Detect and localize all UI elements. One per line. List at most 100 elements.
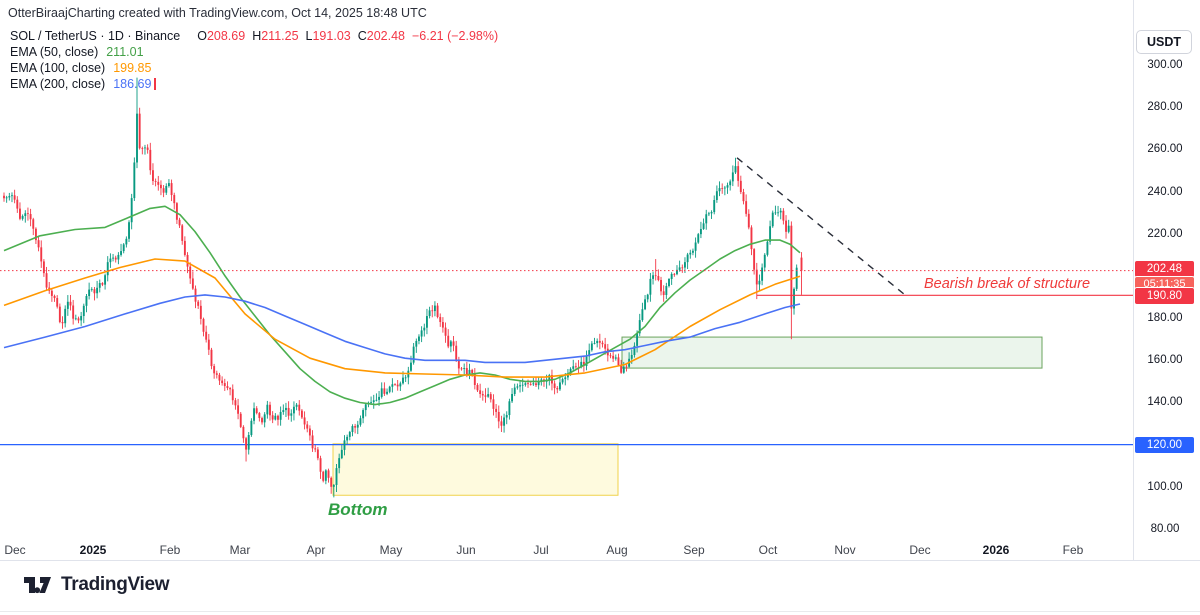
candle-body: [790, 225, 793, 309]
candle-body: [657, 276, 660, 280]
candle-body: [521, 384, 524, 386]
price-tick-label: 280.00: [1147, 101, 1183, 114]
candle-body: [29, 214, 32, 220]
indicator-row-ema50[interactable]: EMA (50, close) 211.01: [10, 45, 498, 61]
bearish-break-annotation[interactable]: Bearish break of structure: [923, 276, 1091, 292]
ema200-label[interactable]: EMA (200, close): [10, 77, 106, 92]
bottom-annotation[interactable]: Bottom: [328, 500, 388, 519]
candle-body: [800, 257, 803, 271]
candle-body: [431, 310, 434, 312]
ohlc-key: H: [252, 29, 262, 43]
ohlc-value: 211.25: [261, 29, 299, 43]
ema-200-line[interactable]: [3, 294, 801, 364]
candle-body: [53, 295, 56, 299]
candle-body: [511, 393, 514, 402]
candle-body: [787, 225, 790, 232]
candle-body: [423, 327, 426, 331]
candle-body: [50, 290, 53, 296]
candle-body: [697, 234, 700, 243]
candle-body: [644, 299, 647, 310]
candle-body: [167, 183, 170, 187]
candle-body: [159, 184, 162, 189]
candle-body: [101, 283, 104, 285]
candle-body: [202, 318, 205, 332]
candle-body: [266, 404, 269, 415]
indicator-row-ema200[interactable]: EMA (200, close) 186.69: [10, 77, 498, 93]
candle-body: [505, 415, 508, 418]
symbol-title[interactable]: SOL / TetherUS · 1D · Binance: [10, 29, 181, 43]
candle-body: [795, 267, 798, 289]
candle-body: [793, 288, 795, 309]
candle-body: [109, 258, 112, 263]
candle-body: [74, 318, 77, 320]
candle-body: [574, 366, 577, 368]
candle-body: [420, 330, 423, 337]
candle-body: [34, 228, 37, 241]
bearish-trendline[interactable]: [736, 157, 906, 296]
candle-body: [676, 269, 678, 275]
candle-body: [96, 287, 99, 294]
candle-body: [572, 366, 575, 369]
candle-body: [673, 273, 676, 275]
candle-body: [388, 386, 391, 392]
tradingview-logo[interactable]: TradingView: [22, 572, 170, 598]
time-axis-month-label: Jun: [456, 543, 476, 557]
footer-divider: [0, 611, 1200, 612]
candle-body: [513, 387, 516, 394]
candle-body: [223, 383, 226, 387]
candle-body: [61, 322, 64, 324]
ohlc-value: 202.48: [366, 29, 405, 43]
candle-body: [178, 219, 181, 226]
candle-body: [497, 411, 500, 422]
candle-body: [82, 305, 85, 317]
bottom-zone-box[interactable]: [332, 443, 619, 496]
candle-body: [436, 305, 439, 318]
candle-body: [715, 191, 718, 201]
candle-body: [670, 273, 673, 279]
ohlc-key: C: [357, 29, 367, 43]
candle-body: [721, 188, 724, 189]
candle-body: [359, 418, 362, 425]
candle-body: [396, 384, 399, 387]
candle-body: [340, 449, 343, 459]
candle-body: [250, 420, 253, 436]
candle-body: [136, 113, 138, 163]
symbol-legend-row[interactable]: SOL / TetherUS · 1D · Binance O208.69 H211…: [10, 29, 498, 45]
ema-50-line[interactable]: [3, 205, 801, 406]
candle-body: [303, 417, 306, 425]
ema-100-line[interactable]: [3, 258, 801, 378]
candle-body: [11, 195, 13, 197]
candle-body: [652, 275, 654, 279]
candle-body: [354, 426, 357, 428]
currency-toggle-button[interactable]: USDT: [1136, 30, 1192, 54]
demand-zone-box[interactable]: [621, 336, 1043, 369]
candle-body: [199, 305, 202, 319]
text-cursor: [154, 78, 157, 91]
candle-body: [718, 188, 721, 192]
candle-body: [58, 306, 61, 323]
price-axis-separator: [1133, 0, 1134, 560]
candle-body: [763, 254, 766, 268]
candle-body: [705, 214, 708, 224]
candle-body: [465, 368, 468, 375]
candle-body: [300, 410, 303, 418]
candle-body: [112, 257, 115, 259]
candle-body: [375, 399, 378, 401]
candle-body: [612, 355, 615, 359]
time-axis-month-label: Feb: [1062, 543, 1084, 557]
candle-body: [316, 449, 319, 459]
time-axis-month-label: Dec: [909, 543, 931, 557]
candle-body: [146, 147, 149, 150]
ema100-label[interactable]: EMA (100, close): [10, 61, 106, 76]
time-axis-year-label: 2025: [79, 543, 107, 557]
candle-body: [32, 219, 35, 229]
time-axis-month-label: Mar: [229, 543, 251, 557]
time-axis-year-label: 2026: [982, 543, 1010, 557]
indicator-row-ema100[interactable]: EMA (100, close) 199.85: [10, 61, 498, 77]
candle-body: [144, 147, 146, 149]
candle-body: [782, 210, 785, 221]
ema50-label[interactable]: EMA (50, close): [10, 45, 99, 60]
candle-body: [197, 301, 200, 306]
candle-body: [231, 389, 234, 401]
